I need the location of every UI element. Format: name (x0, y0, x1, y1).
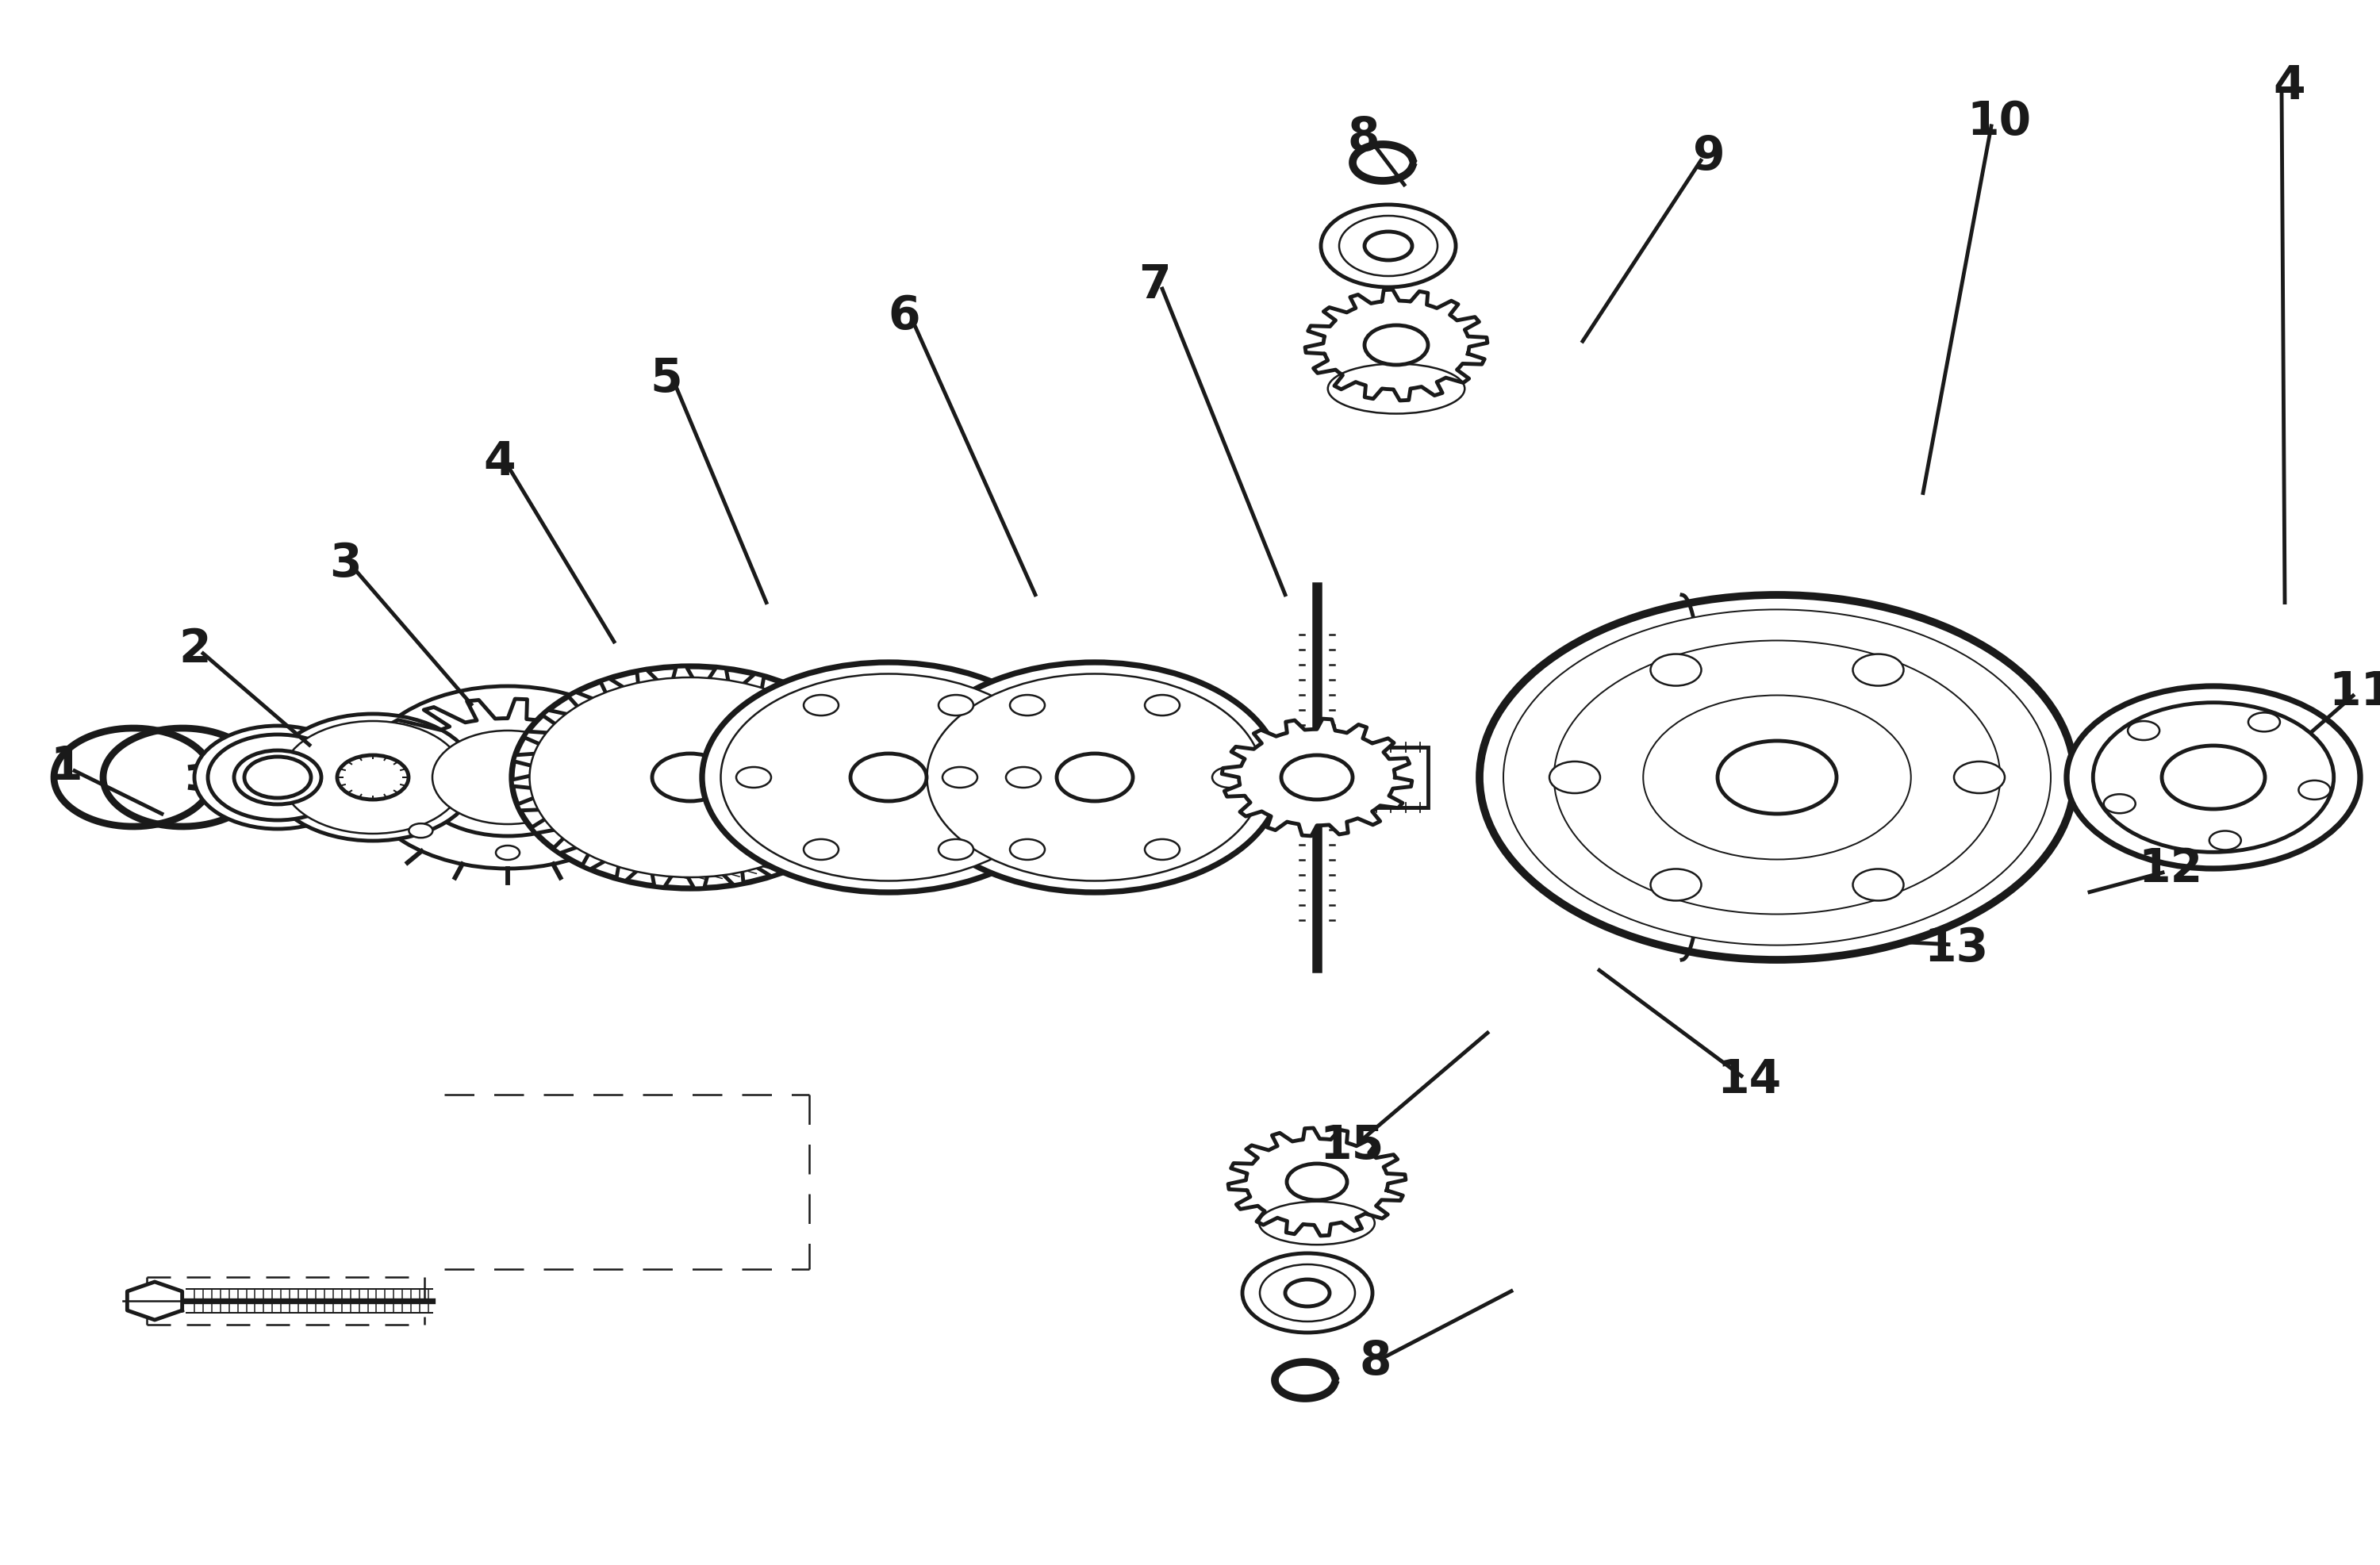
Ellipse shape (1321, 205, 1457, 286)
Ellipse shape (1852, 654, 1904, 685)
Ellipse shape (1259, 1265, 1354, 1321)
Polygon shape (512, 667, 869, 889)
Ellipse shape (735, 767, 771, 787)
Text: 12: 12 (2137, 847, 2204, 890)
Text: 8: 8 (1347, 116, 1380, 160)
Ellipse shape (433, 731, 583, 825)
Ellipse shape (1340, 216, 1438, 275)
Polygon shape (126, 1282, 183, 1319)
Ellipse shape (938, 839, 973, 859)
Ellipse shape (207, 734, 347, 820)
Text: 6: 6 (888, 294, 921, 338)
Ellipse shape (652, 754, 728, 801)
Ellipse shape (2299, 781, 2330, 800)
Ellipse shape (1364, 232, 1411, 260)
Ellipse shape (1718, 740, 1837, 814)
Ellipse shape (233, 750, 321, 804)
Text: 5: 5 (650, 357, 683, 401)
Ellipse shape (1642, 695, 1911, 859)
Text: 4: 4 (483, 440, 516, 484)
Ellipse shape (1504, 609, 2052, 945)
Polygon shape (1221, 718, 1411, 836)
Ellipse shape (1145, 839, 1180, 859)
Ellipse shape (412, 718, 602, 836)
Ellipse shape (804, 839, 838, 859)
Ellipse shape (269, 714, 476, 840)
Ellipse shape (2249, 712, 2280, 731)
Ellipse shape (928, 675, 1261, 881)
Ellipse shape (528, 678, 852, 878)
Ellipse shape (1554, 640, 1999, 914)
Ellipse shape (804, 695, 838, 715)
Text: 10: 10 (1966, 100, 2033, 144)
Ellipse shape (1954, 762, 2004, 793)
Polygon shape (1304, 290, 1488, 401)
Ellipse shape (362, 685, 654, 869)
Ellipse shape (1549, 762, 1599, 793)
Ellipse shape (1480, 595, 2075, 959)
Ellipse shape (1285, 1280, 1330, 1307)
Text: 4: 4 (2273, 64, 2306, 108)
Ellipse shape (195, 726, 362, 829)
Ellipse shape (1009, 695, 1045, 715)
Text: 2: 2 (178, 628, 212, 671)
Ellipse shape (938, 695, 973, 715)
Text: 15: 15 (1319, 1124, 1385, 1167)
Text: 3: 3 (328, 541, 362, 585)
Ellipse shape (1533, 628, 2021, 926)
Ellipse shape (583, 823, 607, 837)
Ellipse shape (1009, 839, 1045, 859)
Ellipse shape (409, 823, 433, 837)
Text: 8: 8 (1359, 1340, 1392, 1383)
Text: 14: 14 (1716, 1058, 1783, 1102)
Ellipse shape (909, 662, 1280, 892)
Ellipse shape (2209, 831, 2242, 850)
Ellipse shape (1614, 678, 1940, 878)
Ellipse shape (1242, 1254, 1373, 1332)
Ellipse shape (2092, 703, 2335, 853)
Ellipse shape (1652, 654, 1702, 685)
FancyBboxPatch shape (555, 747, 1428, 808)
Ellipse shape (721, 675, 1057, 881)
Ellipse shape (1057, 754, 1133, 801)
Ellipse shape (1259, 1202, 1376, 1244)
Ellipse shape (1211, 767, 1247, 787)
Ellipse shape (942, 767, 978, 787)
Text: 13: 13 (1923, 926, 1990, 970)
Text: 7: 7 (1138, 263, 1171, 307)
Ellipse shape (1288, 1164, 1347, 1200)
Ellipse shape (1652, 869, 1702, 900)
Ellipse shape (2066, 685, 2361, 869)
Ellipse shape (1706, 695, 1975, 859)
Ellipse shape (281, 721, 464, 834)
Ellipse shape (495, 845, 519, 859)
Text: 9: 9 (1692, 135, 1726, 178)
Text: 11: 11 (2328, 670, 2380, 714)
Ellipse shape (512, 667, 869, 889)
Ellipse shape (1852, 869, 1904, 900)
Ellipse shape (2128, 721, 2159, 740)
Ellipse shape (1364, 326, 1428, 365)
Ellipse shape (1328, 363, 1464, 413)
Ellipse shape (2161, 745, 2266, 809)
Ellipse shape (1280, 756, 1352, 800)
Polygon shape (369, 700, 647, 808)
Ellipse shape (2104, 793, 2135, 814)
Ellipse shape (1007, 767, 1040, 787)
Text: 1: 1 (50, 745, 83, 789)
Polygon shape (1228, 1128, 1407, 1236)
Ellipse shape (1145, 695, 1180, 715)
Ellipse shape (702, 662, 1076, 892)
Ellipse shape (338, 756, 409, 800)
Ellipse shape (850, 754, 926, 801)
Ellipse shape (245, 757, 312, 798)
